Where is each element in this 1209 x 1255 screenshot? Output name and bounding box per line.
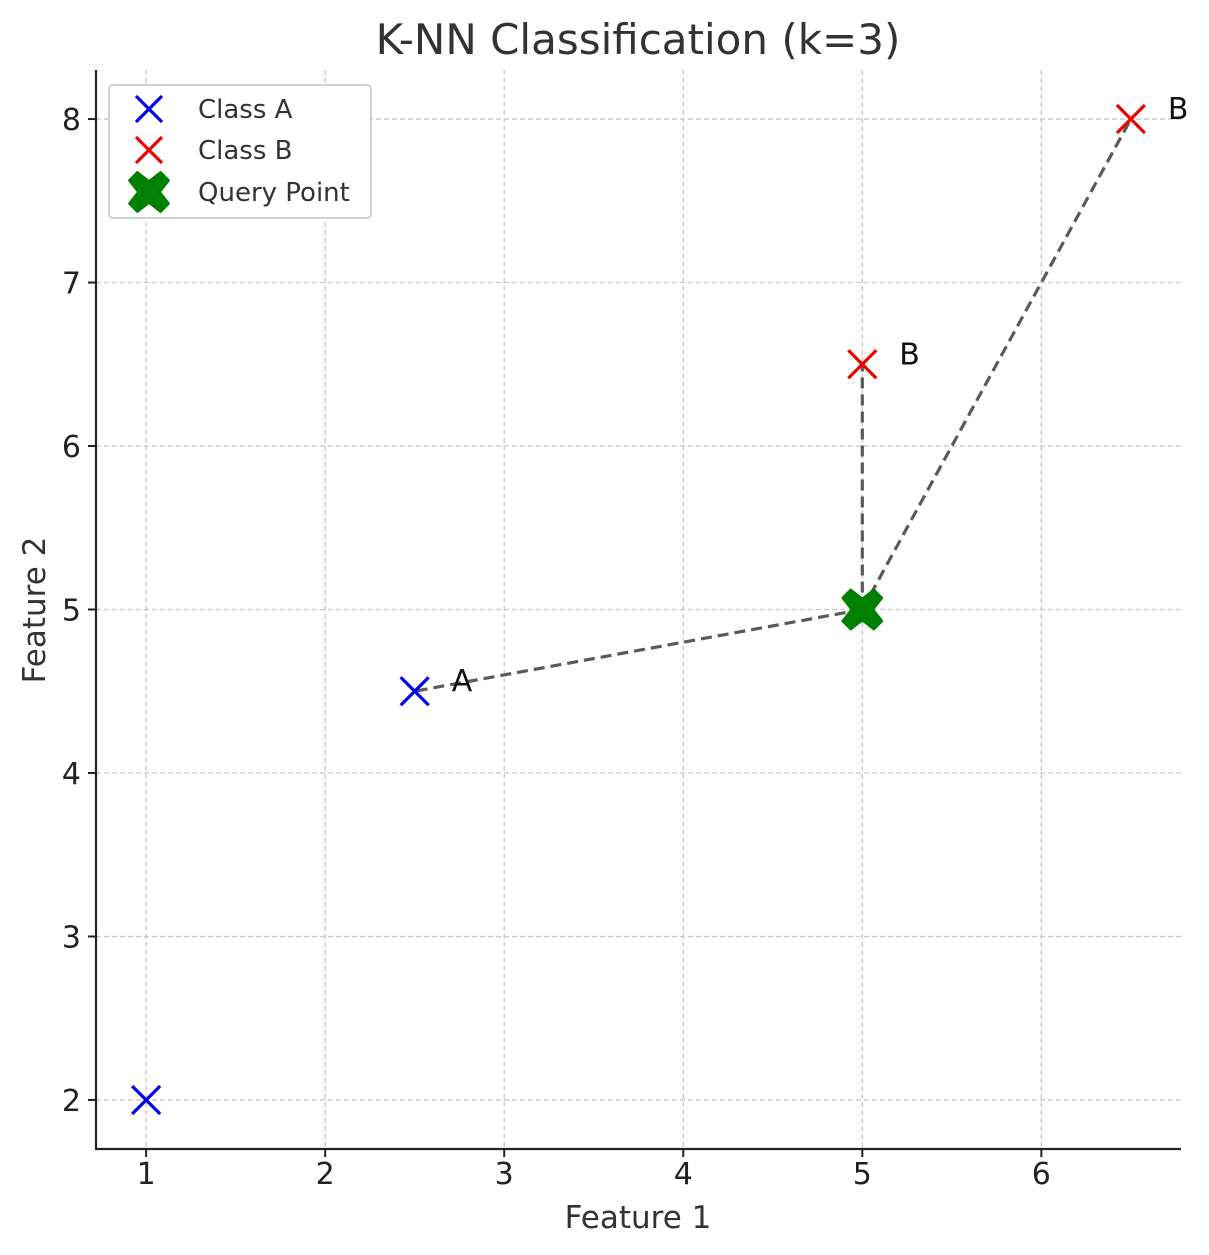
legend-box xyxy=(108,84,372,219)
neighbor-distance-line xyxy=(860,118,1133,611)
neighbor-lines xyxy=(414,118,1133,693)
legend-label-query-point: Query Point xyxy=(198,178,350,208)
legend-label-class-a: Class A xyxy=(198,95,293,125)
class-b-point xyxy=(1115,103,1146,135)
query-point-marker xyxy=(841,588,884,631)
y-tick-label: 5 xyxy=(62,594,81,629)
chart-title: K-NN Classification (k=3) xyxy=(376,15,901,64)
x-tick-label: 6 xyxy=(1032,1157,1051,1192)
x-tick-label: 3 xyxy=(495,1157,514,1192)
legend: Class A Class B Query Point xyxy=(108,84,372,219)
point-annotation-b: B xyxy=(899,337,920,372)
neighbor-distance-line xyxy=(414,607,863,693)
y-axis-label: Feature 2 xyxy=(17,537,53,684)
class-a-point xyxy=(131,1084,162,1116)
x-tick-label: 1 xyxy=(137,1157,156,1192)
y-tick-label: 3 xyxy=(62,920,81,955)
y-tick-label: 8 xyxy=(62,103,81,138)
grid-lines xyxy=(96,70,1181,1149)
y-tick-label: 4 xyxy=(62,757,81,792)
class-a-point xyxy=(399,676,430,707)
y-tick-label: 7 xyxy=(62,267,81,302)
class-b-point xyxy=(847,349,878,380)
x-tick-label: 5 xyxy=(853,1157,872,1192)
point-annotation-a: A xyxy=(452,664,473,699)
legend-marker-query-point xyxy=(128,171,170,213)
legend-marker-class-a xyxy=(134,94,164,124)
point-annotation-b: B xyxy=(1168,92,1189,127)
axis-ticks: 1 2 3 4 5 6 2 3 4 5 6 7 8 xyxy=(62,103,1051,1192)
data-points xyxy=(131,103,1146,1116)
legend-marker-class-b xyxy=(134,135,164,165)
x-tick-label: 2 xyxy=(316,1157,335,1192)
x-tick-label: 4 xyxy=(674,1157,693,1192)
y-tick-label: 2 xyxy=(62,1084,81,1119)
legend-label-class-b: Class B xyxy=(198,136,293,166)
y-tick-label: 6 xyxy=(62,430,81,465)
x-axis-label: Feature 1 xyxy=(565,1200,712,1236)
point-annotations: A B B xyxy=(452,92,1189,699)
